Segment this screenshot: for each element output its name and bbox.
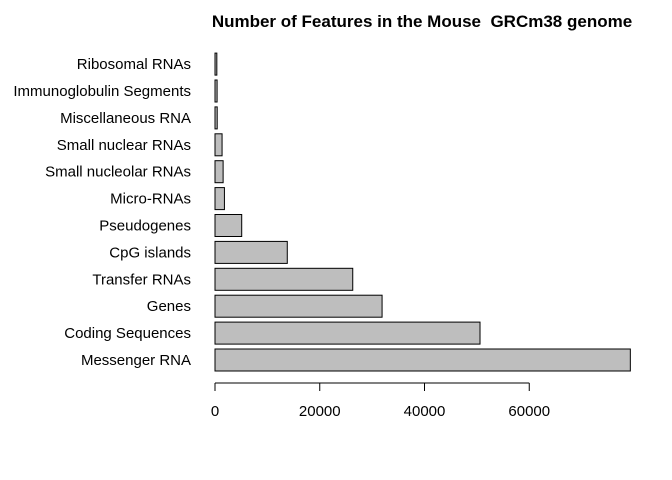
x-tick-label: 40000 <box>404 403 446 420</box>
bar-small-nuclear-rnas <box>214 133 223 157</box>
category-label: Micro-RNAs <box>110 191 191 208</box>
category-label: Small nuclear RNAs <box>57 137 191 154</box>
bar-ribosomal-rnas <box>214 52 218 76</box>
category-label: Small nucleolar RNAs <box>45 164 191 181</box>
bar-genes <box>214 294 383 318</box>
category-label: Transfer RNAs <box>92 271 191 288</box>
category-label: Ribosomal RNAs <box>77 56 191 73</box>
category-labels: Messenger RNA Coding Sequences Genes Transf… <box>13 56 191 369</box>
x-axis: 0 20000 40000 60000 <box>211 382 550 420</box>
category-label: Genes <box>147 298 191 315</box>
bar-coding-sequences <box>214 321 481 345</box>
bar-pseudogenes <box>214 214 243 237</box>
bars-group <box>214 52 631 372</box>
x-tick-label: 0 <box>211 403 219 420</box>
bar-cpg-islands <box>214 240 288 264</box>
bar-messenger-rna <box>214 348 631 372</box>
category-label: Messenger RNA <box>81 352 191 369</box>
category-label: Miscellaneous RNA <box>60 110 191 127</box>
category-label: Coding Sequences <box>64 325 191 342</box>
bar-immunoglobulin-segments <box>214 79 218 103</box>
chart-title: Number of Features in the Mouse GRCm38 g… <box>212 12 632 31</box>
x-tick-label: 60000 <box>508 403 550 420</box>
bar-micro-rnas <box>214 187 225 211</box>
bar-transfer-rnas <box>214 267 354 291</box>
bar-miscellaneous-rna <box>214 106 218 130</box>
category-label: CpG islands <box>109 244 191 261</box>
x-tick-label: 20000 <box>299 403 341 420</box>
category-label: Immunoglobulin Segments <box>13 83 191 100</box>
category-label: Pseudogenes <box>99 218 191 235</box>
bar-small-nucleolar-rnas <box>214 160 224 184</box>
